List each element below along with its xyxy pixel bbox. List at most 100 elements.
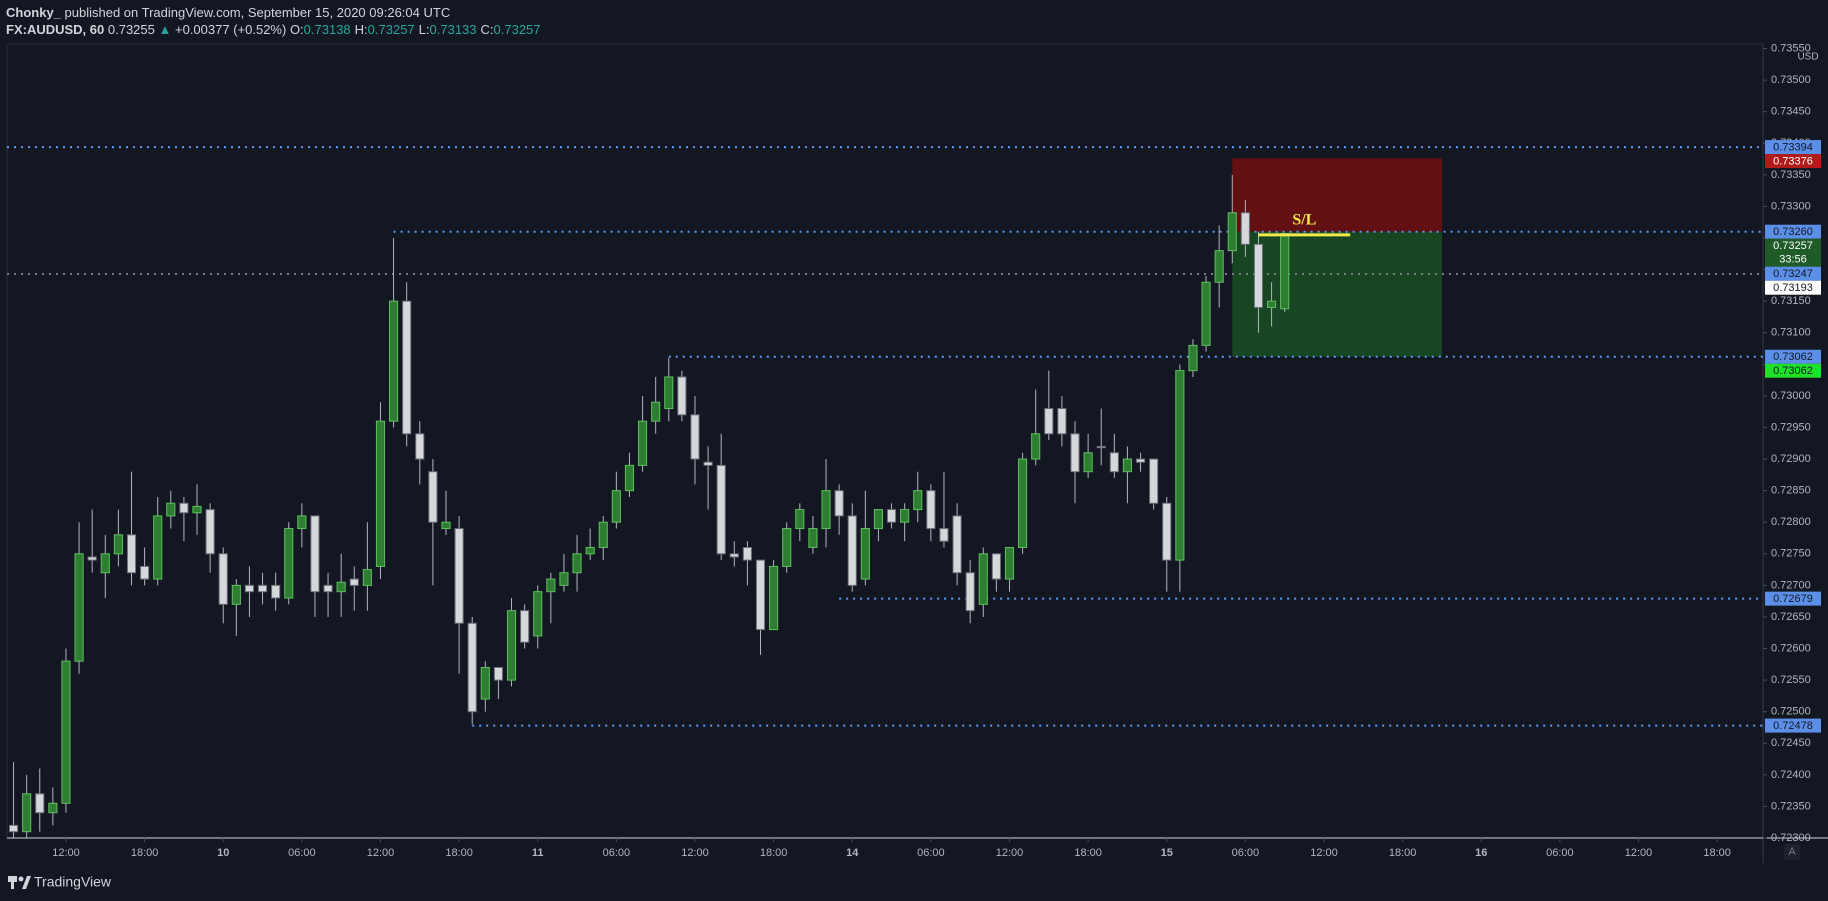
- candle-body: [965, 572, 975, 612]
- ohlc-value: 0.73257: [367, 22, 415, 37]
- y-tick-label: 0.72800: [1771, 516, 1811, 528]
- header-line-2: FX:AUDUSD, 60 0.73255 ▲ +0.00377 (+0.52%…: [6, 21, 545, 38]
- y-tick-label: 0.72550: [1771, 674, 1811, 686]
- y-tick-label: 0.72900: [1771, 453, 1811, 465]
- candle-body: [782, 528, 792, 567]
- candle-body: [113, 534, 123, 555]
- x-tick-label: 18:00: [445, 847, 473, 859]
- y-tick-label: 0.73300: [1771, 200, 1811, 212]
- author: Chonky_: [6, 5, 61, 20]
- candle-body: [913, 490, 923, 511]
- candle-body: [192, 505, 202, 514]
- plot: S/L: [7, 146, 1763, 838]
- candle-body: [939, 528, 949, 542]
- price-label: 0.73376: [1773, 155, 1813, 167]
- x-tick-label: 14: [846, 847, 859, 859]
- last-price: 0.73255: [107, 22, 155, 37]
- candle-body: [257, 584, 268, 593]
- candle-body: [677, 376, 687, 416]
- candle-body: [1070, 433, 1080, 473]
- y-tick-label: 0.72400: [1771, 769, 1811, 781]
- x-tick-label: 06:00: [1546, 847, 1574, 859]
- price-label: 0.73062: [1773, 351, 1813, 363]
- candle-body: [638, 420, 648, 466]
- price-label-box: [1765, 140, 1821, 155]
- candle-body: [480, 666, 490, 700]
- candle-body: [703, 461, 713, 466]
- y-tick-label: 0.72650: [1771, 611, 1811, 623]
- candle-body: [1201, 281, 1211, 346]
- candle-body: [22, 793, 32, 833]
- auto-scale-button[interactable]: [1784, 844, 1800, 860]
- price-label: 0.73260: [1773, 226, 1813, 238]
- price-label-box: [1765, 238, 1821, 267]
- change-arrow: ▲: [158, 22, 172, 37]
- candle-body: [244, 584, 254, 593]
- y-tick-label: 0.72700: [1771, 579, 1811, 591]
- candle-body: [716, 464, 726, 555]
- x-tick-label: 18:00: [131, 847, 159, 859]
- candle-body: [1188, 344, 1198, 372]
- candle-body: [533, 591, 543, 637]
- x-tick-label: 15: [1161, 847, 1173, 859]
- y-tick-label: 0.72750: [1771, 548, 1811, 560]
- price-label: 0.73394: [1773, 141, 1813, 153]
- candle-body: [100, 553, 110, 574]
- y-tick-label: 0.73150: [1771, 295, 1811, 307]
- x-tick-label: 06:00: [1232, 847, 1260, 859]
- candle-body: [1267, 300, 1277, 308]
- sl-label: S/L: [1292, 212, 1316, 229]
- candle-body: [690, 414, 700, 460]
- candle-body: [1031, 433, 1041, 460]
- candle-body: [729, 553, 739, 558]
- candle-body: [1253, 243, 1264, 308]
- candle-body: [179, 502, 189, 514]
- candle-body: [1175, 370, 1185, 561]
- candle-body: [926, 490, 936, 530]
- price-label-box: [1765, 224, 1821, 239]
- x-tick-label: 12:00: [996, 847, 1024, 859]
- candle-body: [140, 565, 150, 580]
- candle-body: [1004, 546, 1015, 580]
- candle-body: [585, 546, 595, 555]
- change: +0.00377 (+0.52%): [175, 22, 287, 37]
- price-label: 0.73062: [1773, 365, 1813, 377]
- candle-body: [900, 509, 910, 523]
- y-tick-label: 0.73550: [1771, 42, 1811, 54]
- price-label: 0.72478: [1773, 720, 1813, 732]
- candle-body: [415, 433, 425, 460]
- loss-zone: [1232, 158, 1442, 232]
- header-line-1: Chonky_ published on TradingView.com, Se…: [6, 4, 545, 21]
- candle-body: [297, 515, 307, 530]
- price-label-box: [1765, 718, 1821, 733]
- candle-body: [624, 464, 635, 492]
- candle-body: [1109, 452, 1119, 473]
- auto-scale-label[interactable]: A: [1788, 846, 1796, 858]
- candle-body: [87, 556, 97, 561]
- candle-body: [1149, 458, 1159, 504]
- candle-body: [1122, 458, 1132, 473]
- candle-body: [991, 553, 1001, 580]
- candle-body: [1240, 212, 1250, 245]
- symbol: FX:AUDUSD, 60: [6, 22, 105, 37]
- price-label: 0.72679: [1773, 593, 1813, 605]
- y-tick-label: 0.72600: [1771, 642, 1811, 654]
- candle-body: [362, 569, 372, 586]
- profit-zone: [1232, 231, 1442, 357]
- candle-body: [546, 578, 556, 593]
- candle-body: [1057, 408, 1067, 435]
- candle-body: [349, 578, 359, 586]
- candle-body: [402, 300, 412, 435]
- candle-body: [8, 824, 19, 833]
- y-tick-label: 0.72450: [1771, 737, 1811, 749]
- price-label: 0.73257: [1773, 240, 1813, 252]
- candle-body: [834, 490, 844, 517]
- ohlc-label: O:: [289, 22, 304, 37]
- candle-body: [1096, 445, 1106, 449]
- y-tick-label: 0.72300: [1771, 832, 1811, 844]
- ohlc: O:0.73138 H:0.73257 L:0.73133 C:0.73257: [290, 22, 545, 37]
- y-tick-label: 0.73000: [1771, 390, 1811, 402]
- candle-body: [520, 610, 530, 643]
- y-tick-label: 0.72850: [1771, 485, 1811, 497]
